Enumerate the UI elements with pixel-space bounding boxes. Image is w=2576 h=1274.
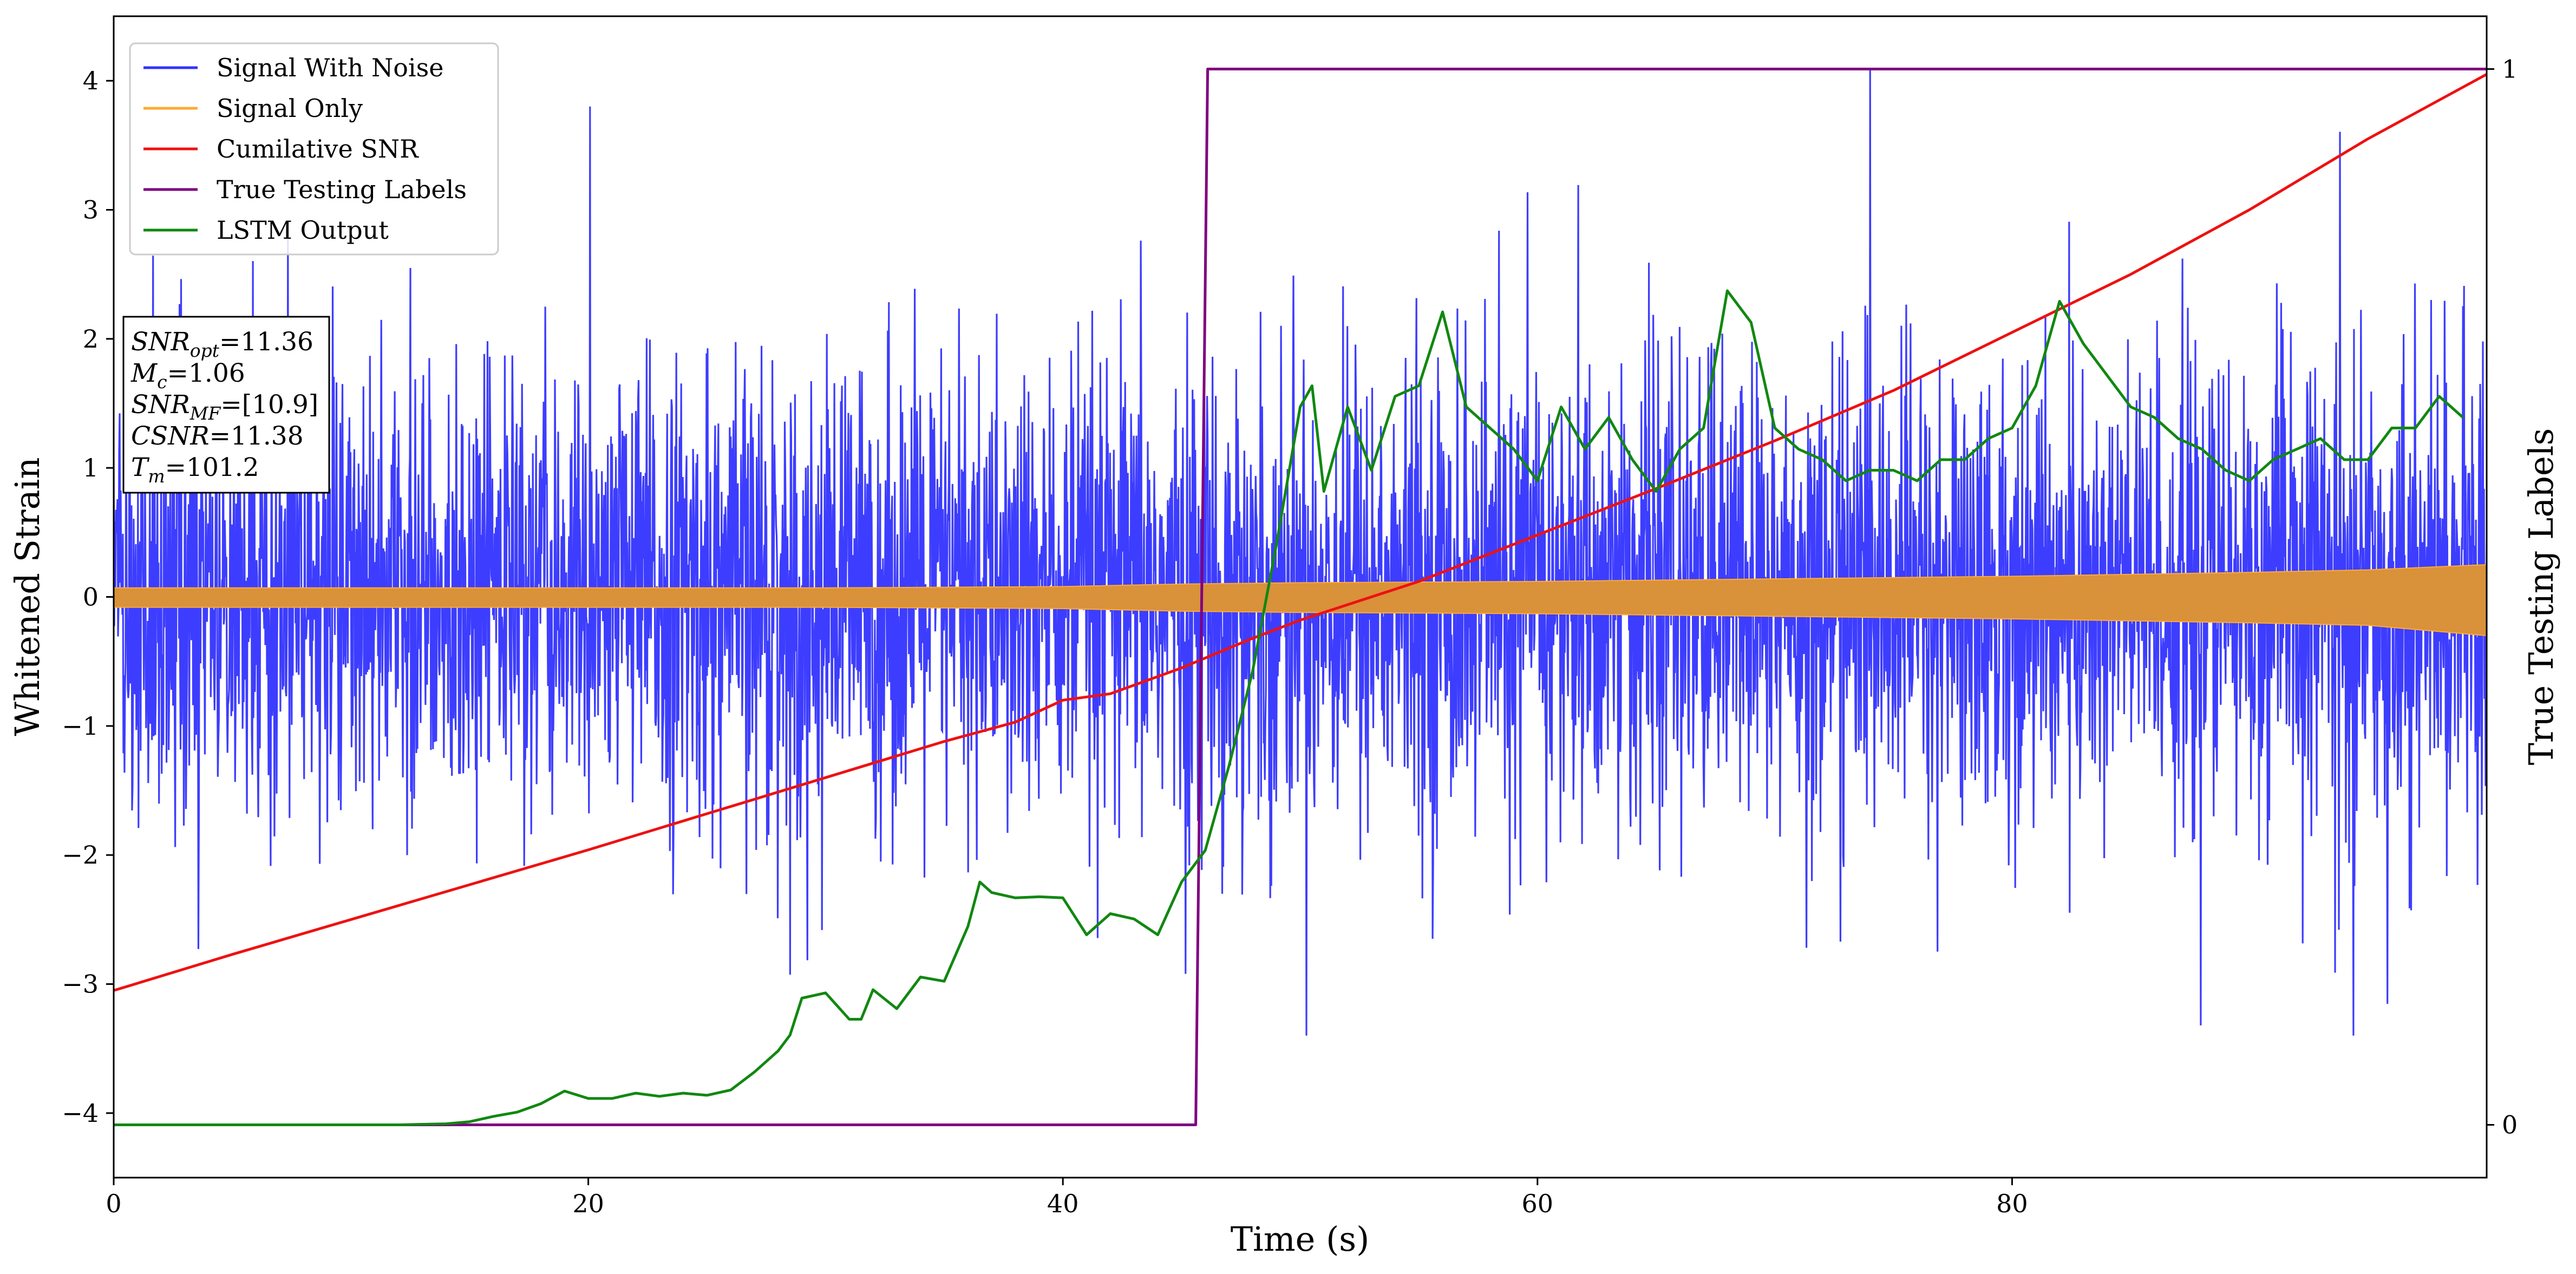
y-tick-label: 1 [83, 453, 99, 482]
info-box: SNRopt=11.36Mc=1.06SNRMF=[10.9]CSNR=11.3… [122, 316, 330, 494]
y-tick-label: −3 [62, 970, 99, 999]
legend-frame [129, 42, 499, 256]
y-tick-label: 4 [83, 66, 99, 95]
info-line: CSNR=11.38 [131, 421, 304, 451]
legend-label-true-testing-labels: True Testing Labels [217, 175, 467, 204]
series-true-testing-labels [114, 68, 2487, 1126]
x-tick-label: 80 [1996, 1189, 2028, 1218]
x-tick-label: 0 [106, 1189, 121, 1218]
legend-label-cumilative-snr: Cumilative SNR [217, 134, 419, 164]
y-axis-right: 01 [2487, 55, 2518, 1140]
info-line: SNRopt=11.36 [131, 327, 313, 361]
series-signal-only [114, 564, 2487, 637]
y-tick-label: 2 [83, 324, 99, 354]
y-tick-label: 3 [83, 195, 99, 225]
info-box-frame [122, 316, 330, 494]
y-axis-label-left: Whitened Strain [8, 458, 47, 736]
plot-area [114, 68, 2487, 1126]
y-axis-label-right: True Testing Labels [2521, 428, 2561, 766]
x-tick-label: 60 [1522, 1189, 1554, 1218]
info-line: Mc=1.06 [130, 358, 245, 393]
legend: Signal With Noise Signal Only Cumilative S… [129, 42, 499, 256]
series-cumilative-snr [114, 73, 2487, 992]
y-tick-label: −2 [62, 840, 99, 870]
legend-label-signal-only: Signal Only [217, 94, 363, 123]
x-tick-label: 20 [572, 1189, 604, 1218]
x-tick-label: 40 [1047, 1189, 1079, 1218]
y-tick-label: −4 [62, 1099, 99, 1128]
y-tick-label: −1 [62, 711, 99, 741]
series-lstm-output [114, 289, 2464, 1126]
x-axis: 0 20 40 60 80 [106, 1178, 2028, 1218]
y-tick-label: 0 [83, 583, 99, 612]
y-right-tick-label: 0 [2502, 1110, 2518, 1140]
legend-label-signal-with-noise: Signal With Noise [217, 53, 443, 82]
y-axis-left: −4 −3 −2 −1 0 1 2 3 4 [62, 66, 114, 1128]
y-right-tick-label: 1 [2502, 55, 2518, 84]
x-axis-label: Time (s) [1231, 1219, 1370, 1259]
info-line: SNRMF=[10.9] [131, 390, 318, 424]
legend-label-lstm-output: LSTM Output [217, 215, 389, 245]
info-line: Tm=101.2 [131, 453, 259, 487]
